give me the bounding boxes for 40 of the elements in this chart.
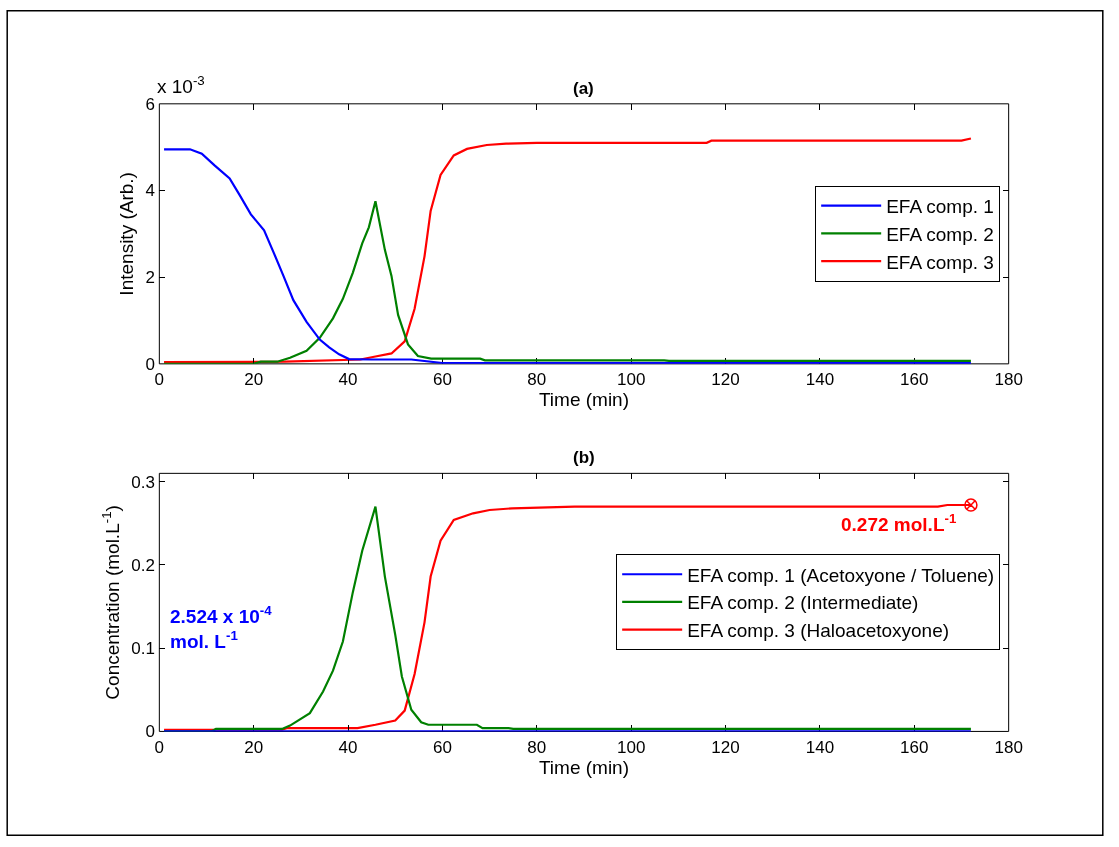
x-tick-label: 100 [617,737,646,757]
y-tick-label: 0 [145,722,155,742]
text: x 10$^{-3}$ [157,73,205,97]
x-axis-title: Time (min) [538,389,630,411]
y-axis-title: Intensity (Arb.) [116,172,138,296]
x-tick-label: 160 [900,737,929,757]
x-tick-label: 40 [338,737,358,757]
x-tick-label: 120 [711,737,740,757]
text: 2.524 x 10$^{-4}$ mol. L$^{-1}$ [170,603,272,652]
legend-label: EFA comp. 2 (Intermediate) [687,592,919,614]
x-tick-label: 20 [244,370,264,390]
chart-title: (a) [573,79,594,98]
y-tick-label: 0.1 [131,639,155,659]
annotation: 0.272 mol.L$^{-1}$ [841,511,957,535]
y-tick-label: 0 [145,354,155,374]
x-tick-label: 160 [900,370,929,390]
x-tick-label: 80 [527,370,547,390]
x-tick-label: 120 [711,370,740,390]
legend-label: EFA comp. 1 [886,196,994,218]
y-tick-label: 4 [145,181,155,201]
x-tick-label: 20 [244,737,264,757]
legend-label: EFA comp. 3 (Haloacetoxyone) [687,620,950,642]
legend-label: EFA comp. 3 [886,251,994,273]
x-tick-label: 140 [805,370,835,390]
y-tick-label: 6 [145,94,155,114]
legend-label: EFA comp. 2 [886,223,994,245]
x-tick-label: 60 [432,370,452,390]
chart-title: (b) [573,448,595,467]
y-tick-label: 2 [145,268,155,288]
x-tick-label: 60 [432,737,452,757]
x-tick-label: 140 [805,737,835,757]
x-tick-label: 180 [994,370,1023,390]
x-tick-label: 80 [527,737,547,757]
x-tick-label: 40 [338,370,358,390]
x-axis-title: Time (min) [538,756,630,778]
legend-label: EFA comp. 1 (Acetoxyone / Toluene) [687,564,995,586]
y-tick-label: 0.2 [131,555,155,575]
y-tick-label: 0.3 [131,472,155,492]
x-tick-label: 100 [617,370,646,390]
x-tick-label: 180 [994,737,1023,757]
